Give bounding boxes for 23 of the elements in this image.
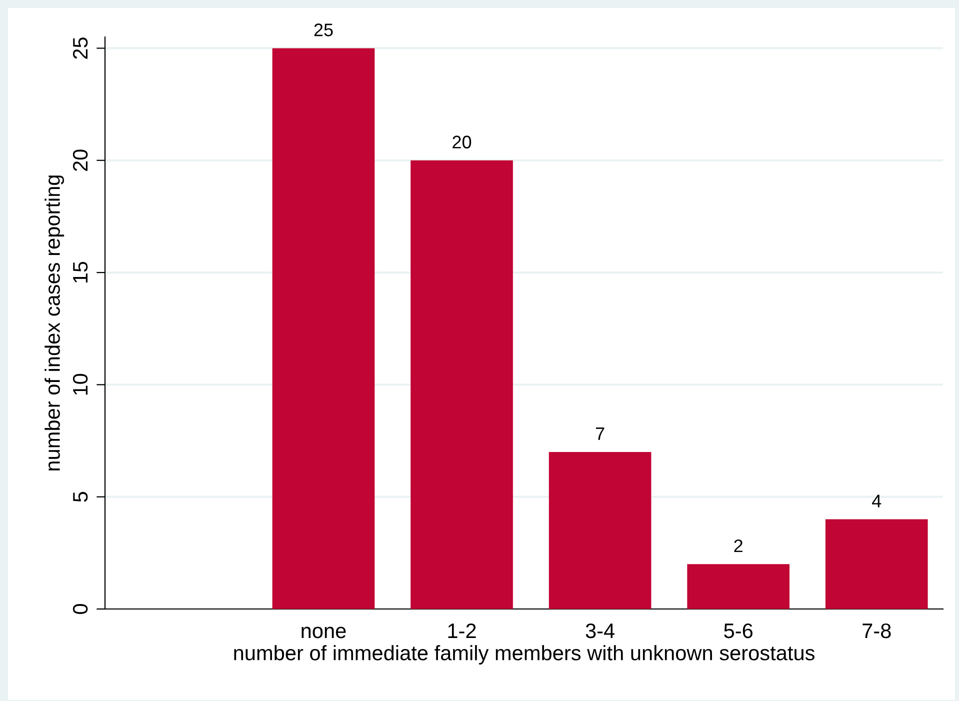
bar (272, 48, 375, 609)
x-tick-label: 5-6 (724, 623, 752, 638)
y-tick-label: 25 (72, 38, 88, 59)
bar (687, 564, 790, 609)
data-label: 20 (452, 136, 472, 148)
y-tick-label: 10 (72, 374, 88, 395)
x-axis-title: number of immediate family members with unknown serostatus (234, 645, 814, 665)
data-label: 7 (596, 427, 604, 440)
x-tick-label: 7-8 (862, 623, 891, 638)
data-label: 25 (314, 24, 333, 36)
data-label: 2 (734, 539, 742, 552)
y-axis-title: number of index cases reporting (44, 176, 64, 470)
y-tick-label: 20 (72, 150, 88, 171)
y-tick-label: 15 (73, 262, 88, 283)
x-tick-label: 3-4 (586, 623, 615, 638)
y-tick-label: 5 (73, 492, 88, 502)
x-tick-label: 1-2 (448, 623, 476, 638)
data-label: 4 (872, 494, 882, 508)
y-tick-label: 0 (72, 604, 88, 614)
bar (548, 452, 652, 609)
bar (410, 160, 513, 609)
bar (825, 519, 928, 609)
x-tick-label: none (302, 626, 346, 638)
